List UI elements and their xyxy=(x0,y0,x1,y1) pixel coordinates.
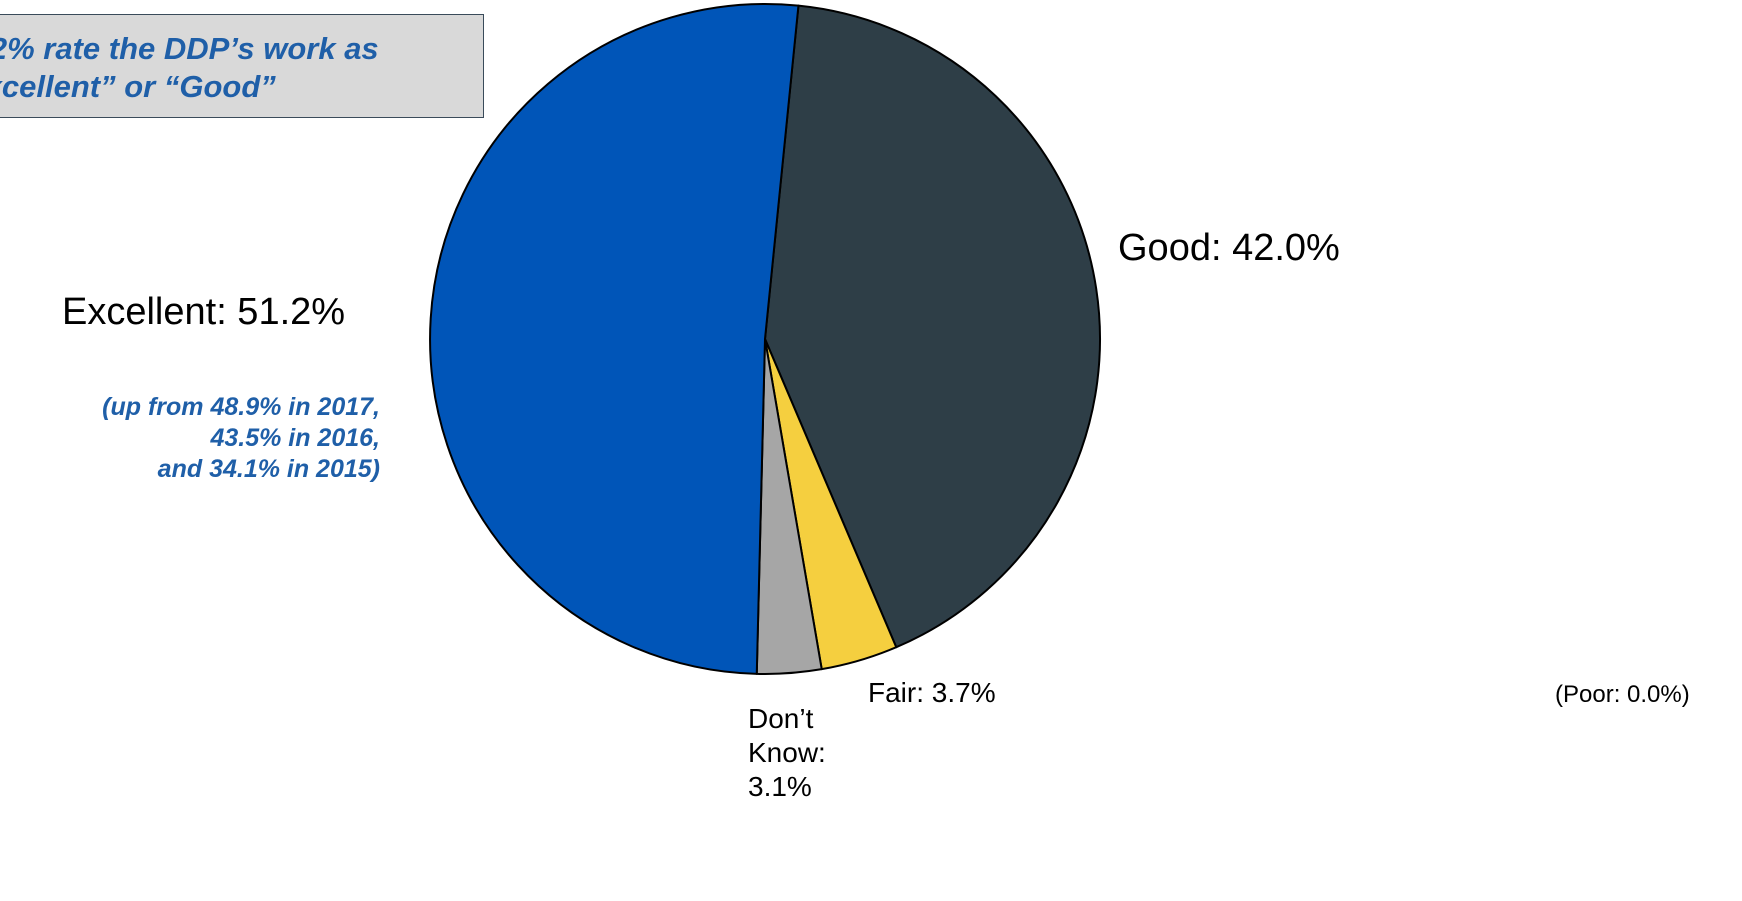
label-poor: (Poor: 0.0%) xyxy=(1555,681,1690,708)
pie-slices xyxy=(429,3,1101,675)
callout-box xyxy=(0,14,484,118)
label-dont-know: Don’t Know: 3.1% xyxy=(748,703,826,802)
label-fair: Fair: 3.7% xyxy=(868,677,996,708)
label-excellent: Excellent: 51.2% xyxy=(62,291,346,333)
callout-text: 3.2% rate the DDP’s work as Excellent” o… xyxy=(0,31,379,104)
history-note: (up from 48.9% in 2017, 43.5% in 2016, a… xyxy=(102,393,380,483)
slice-good xyxy=(764,4,1101,649)
slice-excellent xyxy=(429,3,800,675)
label-good: Good: 42.0% xyxy=(1118,227,1340,269)
